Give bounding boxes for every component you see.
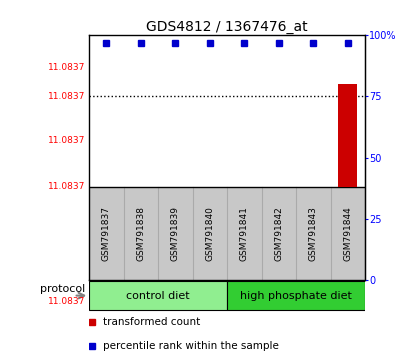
FancyBboxPatch shape xyxy=(227,281,365,310)
Text: protocol: protocol xyxy=(40,284,85,293)
Text: GSM791841: GSM791841 xyxy=(240,206,249,261)
Bar xyxy=(89,187,365,280)
Text: GSM791837: GSM791837 xyxy=(102,206,111,261)
Text: percentile rank within the sample: percentile rank within the sample xyxy=(103,341,279,350)
Text: transformed count: transformed count xyxy=(103,317,200,327)
Text: GSM791843: GSM791843 xyxy=(309,206,318,261)
FancyBboxPatch shape xyxy=(89,281,227,310)
Bar xyxy=(339,84,357,187)
Text: 11.0837: 11.0837 xyxy=(48,92,85,101)
Text: 11.0837: 11.0837 xyxy=(48,63,85,72)
Text: 11.0837: 11.0837 xyxy=(48,297,85,307)
Text: GSM791842: GSM791842 xyxy=(274,206,283,261)
Text: high phosphate diet: high phosphate diet xyxy=(240,291,352,301)
Text: GSM791838: GSM791838 xyxy=(137,206,146,261)
Text: 11.0837: 11.0837 xyxy=(48,136,85,145)
Text: control diet: control diet xyxy=(127,291,190,301)
Text: GSM791844: GSM791844 xyxy=(344,206,352,261)
Text: GSM791840: GSM791840 xyxy=(205,206,215,261)
Text: GSM791839: GSM791839 xyxy=(171,206,180,261)
Text: 11.0837: 11.0837 xyxy=(48,182,85,192)
Title: GDS4812 / 1367476_at: GDS4812 / 1367476_at xyxy=(146,21,308,34)
